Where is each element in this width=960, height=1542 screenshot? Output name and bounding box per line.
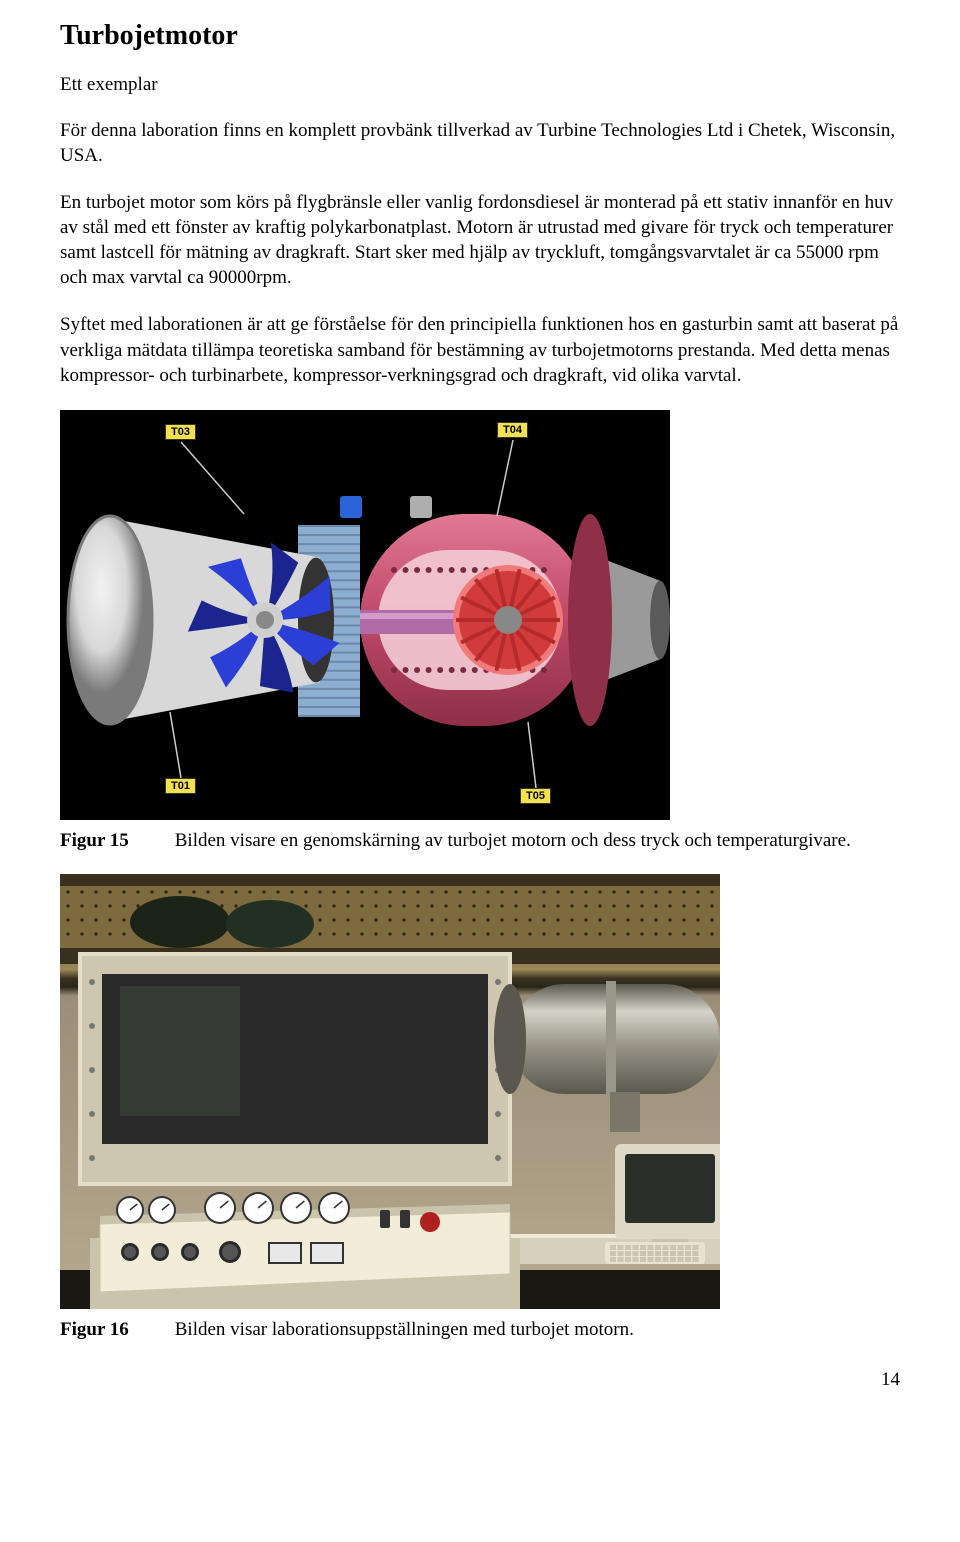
figure-16-label: Figur 16 bbox=[60, 1319, 170, 1341]
figure-16-caption: Figur 16 Bilden visar laborationsuppstäl… bbox=[60, 1319, 900, 1341]
page-title: Turbojetmotor bbox=[60, 20, 900, 52]
figure-15-caption-text: Bilden visare en genomskärning av turboj… bbox=[175, 830, 895, 852]
page-number: 14 bbox=[60, 1369, 900, 1391]
figure-15-image: T03 T04 T01 T05 bbox=[60, 410, 670, 820]
paragraph-1: För denna laboration finns en komplett p… bbox=[60, 118, 900, 168]
figure-15-label: Figur 15 bbox=[60, 830, 170, 852]
figure-15-caption: Figur 15 Bilden visare en genomskärning … bbox=[60, 830, 900, 852]
sensor-tag-t04: T04 bbox=[497, 422, 528, 438]
section-subheading: Ett exemplar bbox=[60, 74, 900, 96]
figure-16-image bbox=[60, 874, 720, 1309]
sensor-tag-t03: T03 bbox=[165, 424, 196, 440]
sensor-tag-t01: T01 bbox=[165, 778, 196, 794]
sensor-tag-t05: T05 bbox=[520, 788, 551, 804]
figure-16-caption-text: Bilden visar laborationsuppställningen m… bbox=[175, 1319, 895, 1341]
paragraph-3: Syftet med laborationen är att ge förstå… bbox=[60, 312, 900, 387]
paragraph-2: En turbojet motor som körs på flygbränsl… bbox=[60, 190, 900, 290]
figure-15: T03 T04 T01 T05 bbox=[60, 410, 900, 820]
figure-16 bbox=[60, 874, 900, 1309]
